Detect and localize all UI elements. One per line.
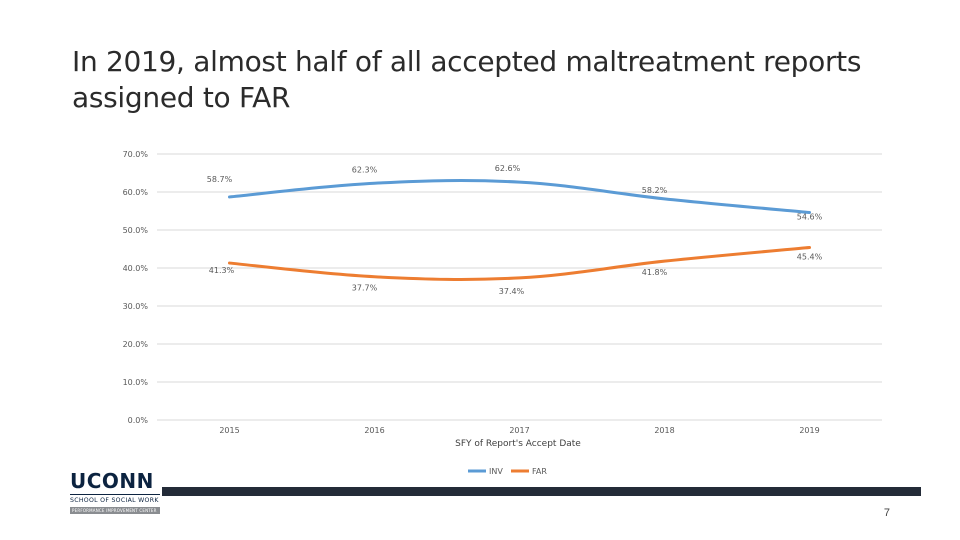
slide-title-line1: In 2019, almost half of all accepted mal… <box>72 45 862 78</box>
data-label-far: 37.7% <box>352 284 378 293</box>
series-line-inv <box>228 179 811 215</box>
x-axis-ticks: 2015 2016 2017 2018 2019 <box>219 426 819 435</box>
y-tick-label: 20.0% <box>123 340 149 349</box>
y-tick-label: 40.0% <box>123 264 149 273</box>
series-line-far <box>228 245 811 281</box>
logo-subtitle: SCHOOL OF SOCIAL WORK <box>70 494 160 504</box>
y-tick-label: 10.0% <box>123 378 149 387</box>
x-tick-label: 2017 <box>509 426 529 435</box>
data-label-inv: 54.6% <box>797 213 823 222</box>
legend: INV FAR <box>468 467 547 476</box>
x-tick-label: 2015 <box>219 426 239 435</box>
data-label-inv: 58.2% <box>642 186 668 195</box>
data-label-far: 41.8% <box>642 268 668 277</box>
data-label-far: 45.4% <box>797 252 823 261</box>
gridlines <box>157 153 882 421</box>
data-label-inv: 58.7% <box>207 175 233 184</box>
x-axis-title: SFY of Report's Accept Date <box>455 439 581 449</box>
data-labels: 58.7% 62.3% 62.6% 58.2% 54.6% 41.3% 37.7% 37.4%… <box>207 164 823 296</box>
logo-wordmark: UCONN <box>70 469 154 493</box>
data-label-far: 37.4% <box>499 287 525 296</box>
page-number: 7 <box>883 507 890 519</box>
y-tick-label: 30.0% <box>123 302 149 311</box>
data-label-inv: 62.3% <box>352 165 378 174</box>
legend-label-inv: INV <box>489 467 503 476</box>
y-axis-ticks: 70.0% 60.0% 50.0% 40.0% 30.0% 20.0% 10.0% 0.0% <box>123 150 149 425</box>
y-tick-label: 60.0% <box>123 188 149 197</box>
y-tick-label: 50.0% <box>123 226 149 235</box>
y-tick-label: 70.0% <box>123 150 149 159</box>
legend-label-far: FAR <box>532 467 547 476</box>
x-tick-label: 2018 <box>654 426 674 435</box>
x-tick-label: 2016 <box>364 426 384 435</box>
series-lines <box>228 179 811 281</box>
slide-title: In 2019, almost half of all accepted mal… <box>72 44 912 116</box>
logo-tagline: PERFORMANCE IMPROVEMENT CENTER <box>70 507 160 514</box>
data-label-far: 41.3% <box>209 266 235 275</box>
footer-bar <box>162 487 921 496</box>
x-tick-label: 2019 <box>799 426 819 435</box>
uconn-logo: UCONN SCHOOL OF SOCIAL WORK PERFORMANCE … <box>70 470 160 514</box>
data-label-inv: 62.6% <box>495 164 521 173</box>
y-tick-label: 0.0% <box>128 416 149 425</box>
slide-title-line2: assigned to FAR <box>72 81 291 114</box>
